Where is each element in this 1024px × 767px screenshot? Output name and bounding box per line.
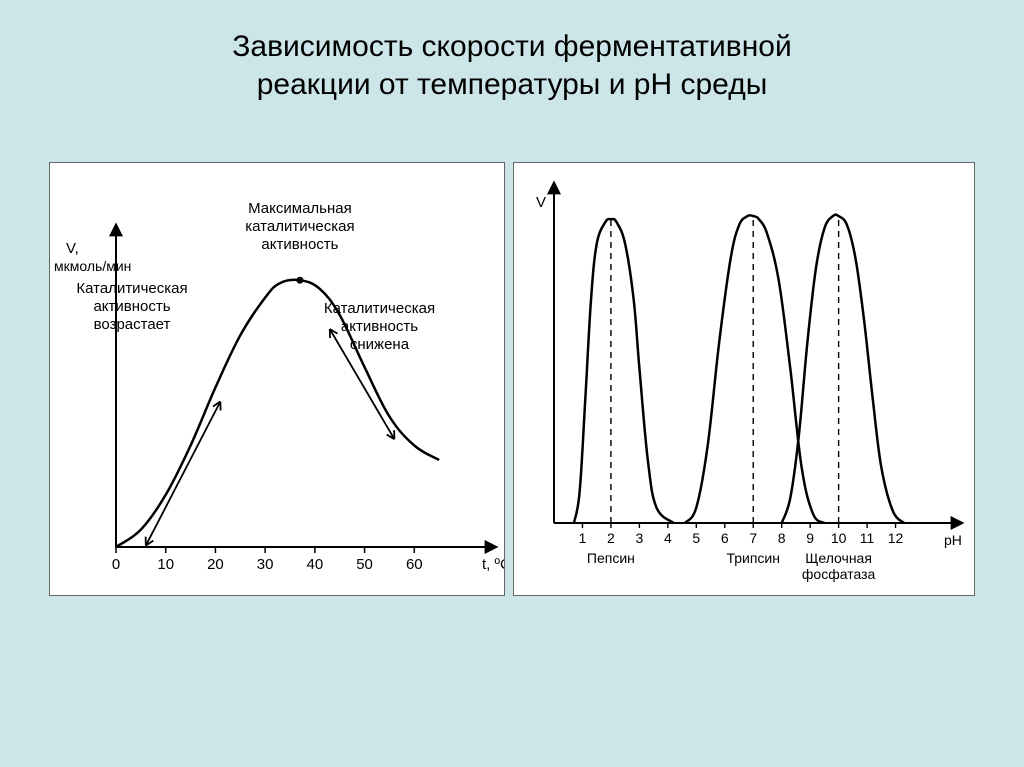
svg-text:6: 6 [721, 530, 729, 546]
svg-text:Максимальная: Максимальная [248, 200, 352, 217]
svg-text:4: 4 [664, 530, 672, 546]
charts-row: 0 10 20 30 40 50 60 t, ºC V,мкмоль/мин Максимальн… [49, 162, 975, 596]
svg-text:V: V [536, 194, 546, 211]
svg-text:3: 3 [635, 530, 643, 546]
svg-text:снижена: снижена [350, 336, 410, 353]
svg-text:каталитическая: каталитическая [245, 218, 354, 235]
svg-text:40: 40 [307, 556, 324, 573]
svg-text:pH: pH [944, 532, 962, 548]
svg-text:фосфатаза: фосфатаза [802, 566, 876, 582]
svg-text:5: 5 [692, 530, 700, 546]
ph-chart-panel: VpH123456789101112ПепсинТрипсинЩелочнаяф… [513, 162, 975, 596]
svg-text:9: 9 [806, 530, 814, 546]
ph-chart: VpH123456789101112ПепсинТрипсинЩелочнаяф… [514, 163, 974, 595]
svg-text:10: 10 [157, 556, 174, 573]
title-line-2: реакции от температуры и рН среды [257, 68, 768, 101]
svg-text:V,: V, [66, 240, 79, 257]
svg-text:10: 10 [831, 530, 847, 546]
svg-text:2: 2 [607, 530, 615, 546]
svg-text:активность: активность [261, 236, 338, 253]
svg-text:8: 8 [778, 530, 786, 546]
svg-text:60: 60 [406, 556, 423, 573]
svg-text:Каталитическая: Каталитическая [324, 300, 435, 317]
temperature-chart-panel: 0 10 20 30 40 50 60 t, ºC V,мкмоль/мин Максимальн… [49, 162, 505, 596]
svg-text:30: 30 [257, 556, 274, 573]
svg-text:11: 11 [860, 530, 875, 546]
svg-text:t, ºC: t, ºC [482, 556, 504, 573]
svg-text:12: 12 [888, 530, 904, 546]
svg-text:Трипсин: Трипсин [726, 550, 780, 566]
svg-text:активность: активность [93, 298, 170, 315]
svg-text:0: 0 [112, 556, 120, 573]
svg-text:Пепсин: Пепсин [587, 550, 635, 566]
svg-text:50: 50 [356, 556, 373, 573]
slide-title: Зависимость скорости ферментативной реак… [0, 28, 1024, 103]
svg-text:1: 1 [579, 530, 587, 546]
svg-text:7: 7 [749, 530, 757, 546]
svg-text:Щелочная: Щелочная [805, 550, 872, 566]
svg-text:активность: активность [341, 318, 418, 335]
temperature-chart: 0 10 20 30 40 50 60 t, ºC V,мкмоль/мин Максимальн… [50, 163, 504, 595]
svg-text:возрастает: возрастает [94, 316, 171, 333]
svg-text:Каталитическая: Каталитическая [76, 280, 187, 297]
title-line-1: Зависимость скорости ферментативной [232, 30, 791, 63]
svg-text:20: 20 [207, 556, 224, 573]
svg-text:мкмоль/мин: мкмоль/мин [54, 258, 131, 274]
